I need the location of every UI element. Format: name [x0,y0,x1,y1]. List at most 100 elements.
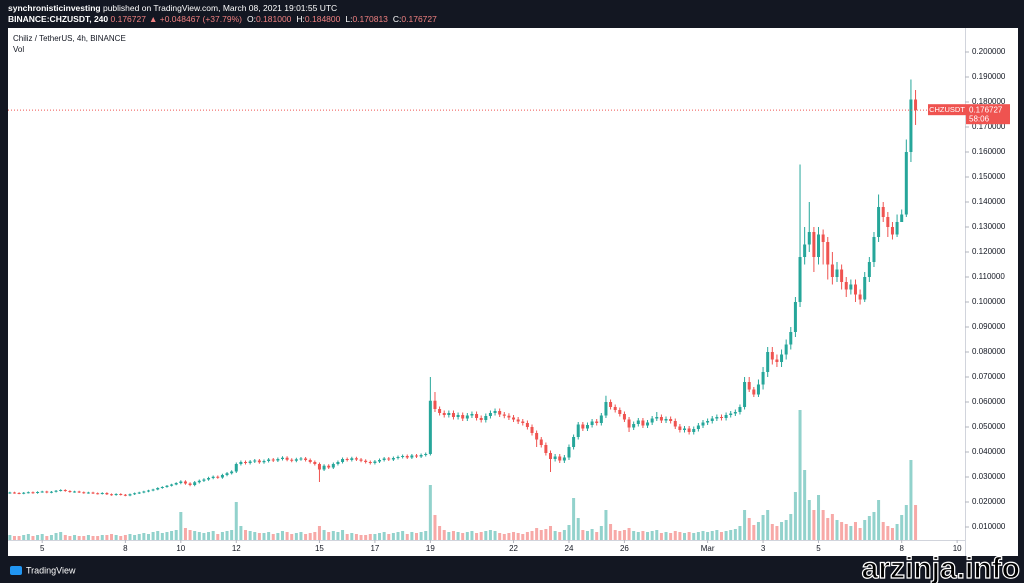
volume-bar [428,485,432,540]
volume-bar [414,533,418,540]
candle-body [904,152,908,215]
candle-body [636,420,640,424]
candle-body [123,494,127,496]
volume-bar [803,470,807,540]
volume-bar [853,522,857,540]
candle-body [604,402,608,416]
price-countdown: 58:06 [969,114,990,123]
candle-body [761,372,765,385]
price-label-box [928,104,966,116]
volume-bar [807,500,811,540]
candle-body [821,234,825,242]
candle-body [858,294,862,300]
volume-bar [156,531,160,540]
volume-bar [793,492,797,540]
candle-body [401,456,405,457]
volume-bar [73,535,77,540]
volume-bar [512,532,516,540]
chart-background [8,28,1018,556]
volume-bar [248,531,252,540]
volume-bar [146,534,150,540]
candle-body [724,415,728,418]
candle-body [308,460,312,462]
volume-bar [267,532,271,540]
candle-body [687,428,691,432]
candle-body [267,459,271,461]
candles [8,79,918,540]
volume-bar [442,530,446,540]
header-line-1: synchronisticinvesting published on Trad… [8,3,440,14]
candle-body [170,484,174,486]
candle-body [387,458,391,460]
candle-body [890,227,894,235]
price-value: 0.176727 [969,105,1003,114]
ohlc-value: 0.184800 [304,14,341,24]
volume-bar [188,530,192,540]
volume-bar [479,532,483,540]
volume-bar [562,530,566,540]
candle-body [216,476,220,478]
volume-bar [447,532,451,540]
volume-bar [669,533,673,540]
candle-body [225,473,229,475]
candle-body [179,481,183,483]
candle-body [618,410,622,414]
candle-body [872,237,876,262]
candle-body [253,460,257,462]
candle-body [798,257,802,302]
candle-body [743,382,747,407]
candle-body [207,478,211,480]
published: published on TradingView.com, March 08, … [102,3,338,13]
volume-bar [40,534,44,540]
volume-bar [581,530,585,540]
candle-body [507,415,511,418]
candle-body [59,490,63,491]
candle-body [900,214,904,222]
candle-body [539,439,543,445]
candle-body [8,492,12,494]
candle-body [780,354,784,362]
candle-body [183,481,187,484]
volume-bar [22,535,26,540]
candle-body [290,459,294,461]
candle-body [68,491,72,492]
candle-body [257,460,261,463]
candle-body [812,232,816,257]
candle-body [410,455,414,458]
volume-bar [151,532,155,540]
volume-bar [170,531,174,540]
volume-bar [733,529,737,540]
candle-body [396,457,400,458]
candle-body [211,476,215,478]
candle-body [438,409,442,413]
candle-body [715,417,719,419]
candle-body [863,277,867,300]
candle-body [313,462,317,464]
candle-body [327,465,331,468]
volume-bar [354,534,358,540]
candle-body [793,302,797,332]
volume-bar [530,531,534,540]
candle-body [807,232,811,245]
watermark: arzinja.info [862,552,1020,583]
candle-body [512,417,516,420]
volume-bar [622,530,626,540]
volume-bar [8,535,12,540]
volume-bar [114,535,118,540]
candle-body [655,417,659,419]
y-tick-label: 0.020000 [972,497,1006,506]
volume-bar [724,531,728,540]
volume-bar [729,530,733,540]
x-tick-label: 3 [761,544,766,553]
volume-bar [646,532,650,540]
volume-bar [761,515,765,540]
candle-body [73,491,77,493]
volume-bar [553,531,557,540]
candle-body [747,382,751,390]
volume-bar [502,534,506,540]
volume-bar [257,533,261,540]
candle-body [373,461,377,463]
candle-body [673,421,677,427]
y-tick-label: 0.200000 [972,47,1006,56]
candle-body [659,417,663,421]
